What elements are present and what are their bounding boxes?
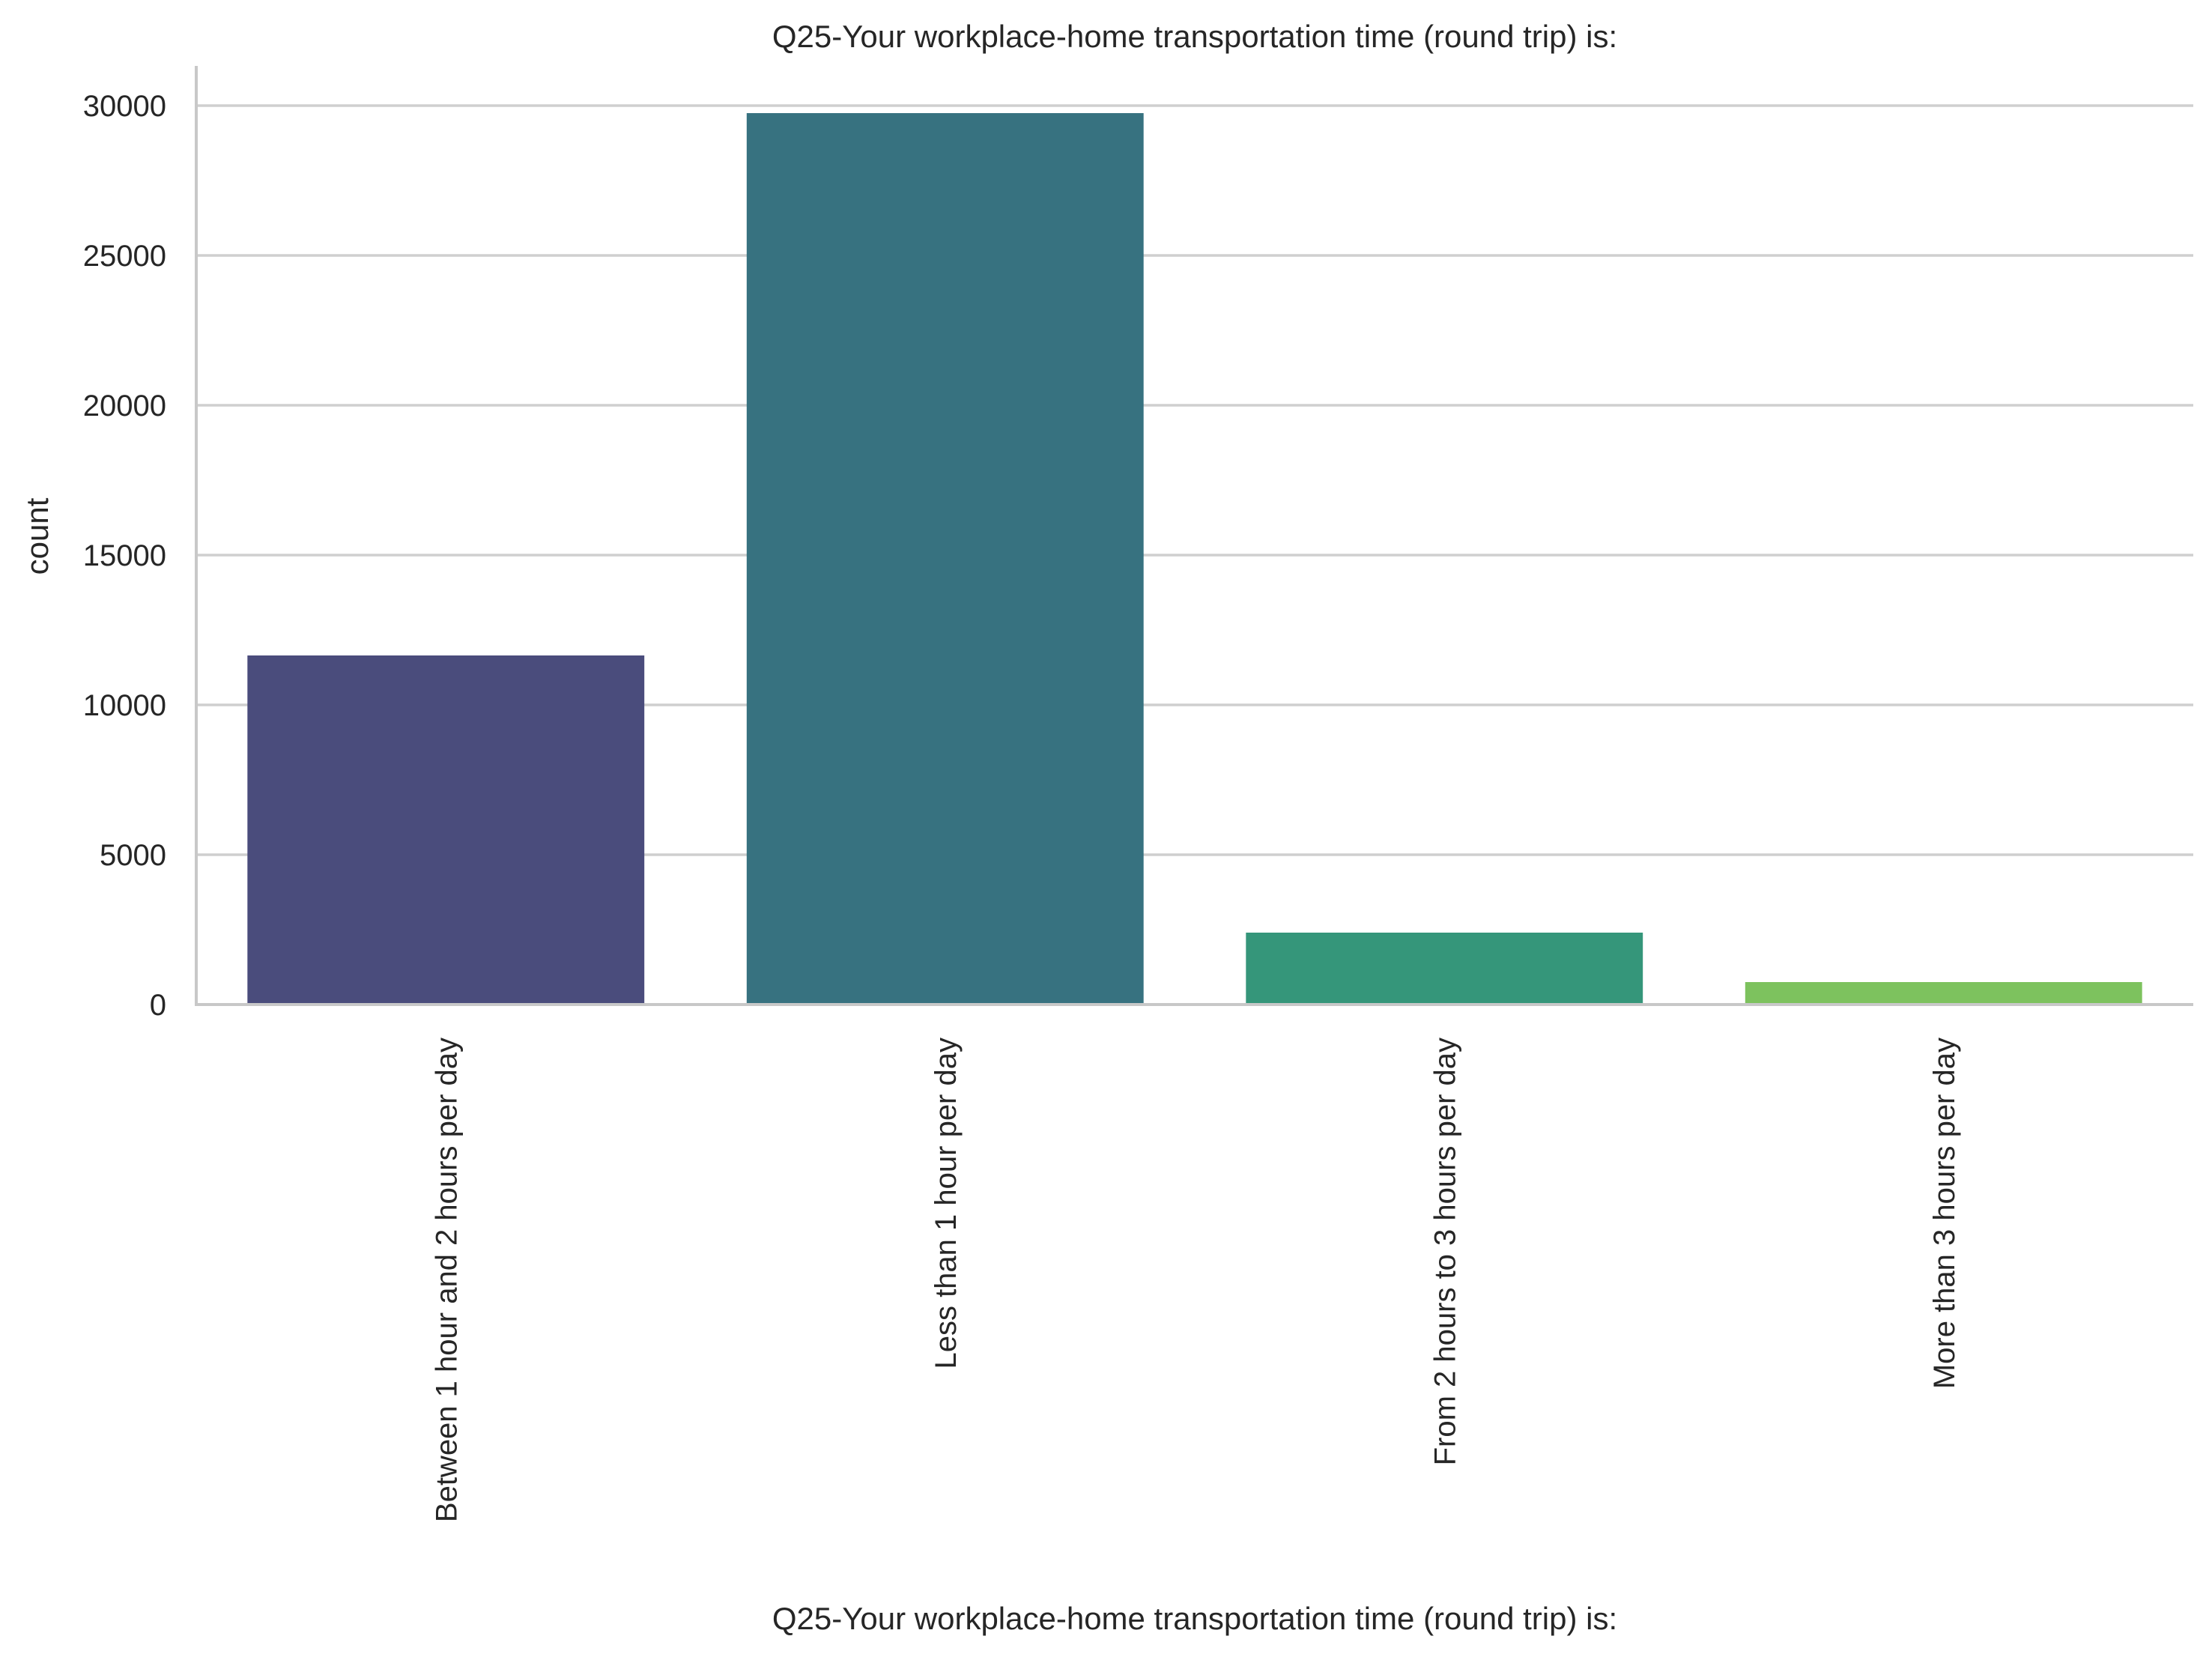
x-tick-label: Less than 1 hour per day [930,1038,963,1369]
chart-title: Q25-Your workplace-home transportation t… [772,19,1617,54]
bar [746,113,1144,1005]
y-tick-label: 20000 [83,390,166,422]
bar [1246,933,1643,1005]
x-tick-labels: Between 1 hour and 2 hours per day Less t… [430,1038,1961,1522]
y-tick-label: 10000 [83,689,166,722]
axes [195,66,2193,1006]
bars [247,113,2142,1005]
y-axis-label: count [19,497,55,575]
y-tick-label: 0 [150,989,166,1022]
y-tick-label: 5000 [100,839,166,872]
x-axis-label: Q25-Your workplace-home transportation t… [772,1601,1617,1636]
x-tick-label: Between 1 hour and 2 hours per day [430,1038,463,1522]
bar [1745,982,2142,1005]
y-tick-label: 15000 [83,539,166,572]
bar [247,655,645,1005]
y-tick-label: 25000 [83,240,166,273]
y-tick-labels: 0 5000 10000 15000 20000 25000 30000 [83,90,166,1022]
x-tick-label: From 2 hours to 3 hours per day [1428,1038,1461,1465]
y-tick-label: 30000 [83,90,166,123]
x-tick-label: More than 3 hours per day [1928,1038,1961,1389]
